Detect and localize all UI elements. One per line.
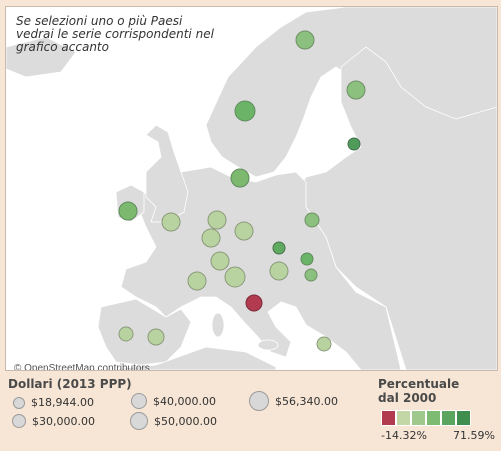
- iceland-land: [6, 36, 77, 78]
- size-legend-label: $40,000.00: [153, 394, 216, 408]
- country-bubble[interactable]: [316, 336, 332, 352]
- country-bubble[interactable]: [224, 266, 246, 288]
- country-bubble[interactable]: [201, 228, 221, 248]
- size-legend-label: $56,340.00: [275, 394, 338, 408]
- color-scale-min-label: -14.32%: [381, 429, 427, 442]
- color-scale-swatch: [396, 410, 411, 426]
- map-instruction: Se selezioni uno o più Paesi vedrai le s…: [16, 14, 214, 54]
- baltic-sea: [286, 92, 346, 172]
- great-britain-land: [145, 124, 189, 223]
- country-bubble[interactable]: [234, 221, 254, 241]
- size-legend-label: $50,000.00: [154, 414, 217, 428]
- size-legend-dot: [12, 414, 26, 428]
- sicily-land: [257, 339, 279, 351]
- country-bubble[interactable]: [147, 328, 165, 346]
- color-scale-swatch: [411, 410, 426, 426]
- country-bubble[interactable]: [245, 294, 263, 312]
- color-scale-swatch: [456, 410, 471, 426]
- iberia-land: [97, 298, 192, 366]
- size-legend-label: $18,944.00: [31, 396, 94, 409]
- europe-map[interactable]: [6, 7, 497, 370]
- size-legend-item: $56,340.00: [249, 391, 338, 411]
- color-legend-subtitle: dal 2000: [378, 391, 437, 405]
- color-scale-swatch: [381, 410, 396, 426]
- size-legend-item: $30,000.00: [12, 414, 95, 428]
- continental-europe-land: [120, 166, 402, 370]
- size-legend-dot: [249, 391, 269, 411]
- color-scale-swatch: [441, 410, 456, 426]
- color-scale-swatch: [426, 410, 441, 426]
- eastern-europe-land: [295, 46, 497, 370]
- size-legend-dot: [13, 396, 25, 409]
- size-legend-label: $30,000.00: [32, 414, 95, 428]
- sardinia-land: [211, 312, 225, 338]
- country-bubble[interactable]: [187, 271, 207, 291]
- country-bubble[interactable]: [304, 212, 320, 228]
- country-bubble[interactable]: [346, 80, 366, 100]
- size-legend-dot: [131, 393, 147, 409]
- country-bubble[interactable]: [161, 212, 181, 232]
- color-scale-max-label: 71.59%: [453, 429, 495, 442]
- country-bubble[interactable]: [304, 268, 318, 282]
- size-legend-item: $50,000.00: [130, 412, 217, 430]
- country-bubble[interactable]: [347, 137, 361, 151]
- country-bubble[interactable]: [234, 100, 256, 122]
- country-bubble[interactable]: [210, 251, 230, 271]
- size-legend-title: Dollari (2013 PPP): [8, 377, 132, 391]
- size-legend-item: $40,000.00: [131, 393, 216, 409]
- country-bubble[interactable]: [118, 201, 138, 221]
- country-bubble[interactable]: [272, 241, 286, 255]
- country-bubble[interactable]: [300, 252, 314, 266]
- country-bubble[interactable]: [295, 30, 315, 50]
- size-legend-item: $18,944.00: [13, 396, 94, 409]
- size-legend-dot: [130, 412, 148, 430]
- country-bubble[interactable]: [118, 326, 134, 342]
- country-bubble[interactable]: [207, 210, 227, 230]
- north-africa-land: [105, 346, 277, 370]
- country-bubble[interactable]: [230, 168, 250, 188]
- map-view[interactable]: Se selezioni uno o più Paesi vedrai le s…: [5, 6, 498, 371]
- map-attribution[interactable]: © OpenStreetMap contributors: [14, 363, 150, 371]
- color-scale: [381, 410, 471, 426]
- country-bubble[interactable]: [269, 261, 289, 281]
- color-legend-title: Percentuale: [378, 377, 460, 391]
